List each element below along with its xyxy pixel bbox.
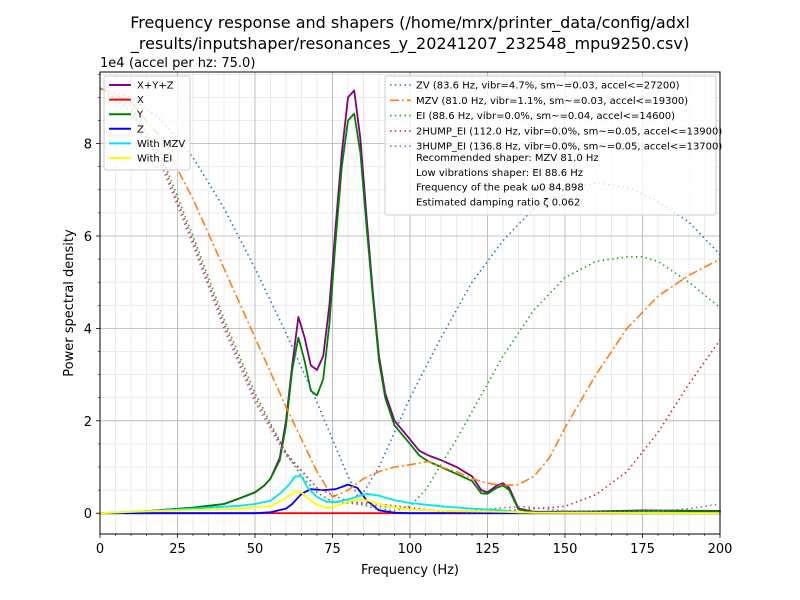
chart-subtitle: (accel per hz: 75.0) [129, 56, 255, 71]
annotation-3: Frequency of the peak ω0 84.898 [416, 183, 584, 194]
y-axis-multiplier: 1e4 [100, 56, 125, 71]
legend-label-ei: EI (88.6 Hz, vibr=0.0%, sm~=0.04, accel<… [416, 111, 675, 122]
x-tick-label: 25 [169, 542, 186, 557]
legend-left: X+Y+Z XYZ With MZV With EI [103, 75, 191, 171]
legend-label-z: Z [137, 124, 144, 135]
legend-label-mzv: MZV (81.0 Hz, vibr=1.1%, sm~=0.03, accel… [416, 96, 688, 107]
series-line-with [99, 475, 721, 515]
legend-label-2hump-ei: 2HUMP_EI (112.0 Hz, vibr=0.0%, sm~=0.05,… [416, 126, 722, 137]
series-line-zv [99, 87, 721, 501]
y-tick-label: 2 [84, 415, 92, 430]
series-line-z [99, 483, 721, 515]
legend-label-y: Y [136, 110, 144, 121]
legend-label-zv: ZV (83.6 Hz, vibr=4.7%, sm~=0.03, accel<… [416, 81, 680, 92]
y-tick-label: 6 [84, 230, 92, 245]
legend-right-items: ZV (83.6 Hz, vibr=4.7%, sm~=0.03, accel<… [390, 81, 722, 208]
y-tick-label: 0 [84, 507, 92, 522]
x-tick-label: 50 [247, 542, 264, 557]
annotation-4: Estimated damping ratio ζ 0.062 [416, 197, 580, 208]
grid [99, 72, 721, 534]
series-line-2hump-ei [99, 87, 721, 514]
psd-series-group [99, 89, 721, 515]
series-line-mzv [99, 87, 721, 498]
x-tick-label: 150 [553, 542, 578, 557]
legend-label-3hump-ei: 3HUMP_EI (136.8 Hz, vibr=0.0%, sm~=0.05,… [416, 142, 722, 153]
annotation-2: Low vibrations shaper: EI 88.6 Hz [416, 168, 583, 179]
x-tick-label: 125 [475, 542, 500, 557]
legend-label-x: X [137, 95, 144, 106]
y-tick-label: 8 [84, 138, 92, 153]
series-line-3hump-ei [99, 87, 721, 513]
legend-label-x-y-z: X+Y+Z [137, 81, 174, 92]
chart-title-line2: _results/inputshaper/resonances_y_202412… [130, 34, 689, 54]
series-line-with [99, 491, 721, 515]
shaper-series-group [99, 87, 721, 514]
x-tick-label: 175 [630, 542, 655, 557]
y-tick-label: 4 [84, 322, 92, 337]
series-line-y [99, 112, 721, 515]
x-tick-label: 200 [708, 542, 733, 557]
x-axis-label: Frequency (Hz) [361, 563, 459, 578]
legend-label-with-ei: With EI [137, 154, 172, 165]
legend-label-with-mzv: With MZV [137, 139, 185, 150]
legend-right: ZV (83.6 Hz, vibr=4.7%, sm~=0.03, accel<… [384, 75, 722, 216]
x-tick-label: 0 [96, 542, 104, 557]
with-shaper-series-group [99, 475, 721, 515]
x-tick-label: 100 [398, 542, 423, 557]
annotation-1: Recommended shaper: MZV 81.0 Hz [416, 153, 599, 164]
legend-right-box [384, 75, 717, 216]
legend-left-items: X+Y+Z XYZ With MZV With EI [109, 81, 185, 165]
x-tick-label: 75 [324, 542, 341, 557]
axis-ticks: 0 25 50 75 100 125 150 175 200 0 2 4 6 8 [84, 74, 733, 557]
chart-title-line1: Frequency response and shapers (/home/mr… [130, 13, 690, 33]
y-axis-label: Power spectral density [62, 229, 77, 377]
